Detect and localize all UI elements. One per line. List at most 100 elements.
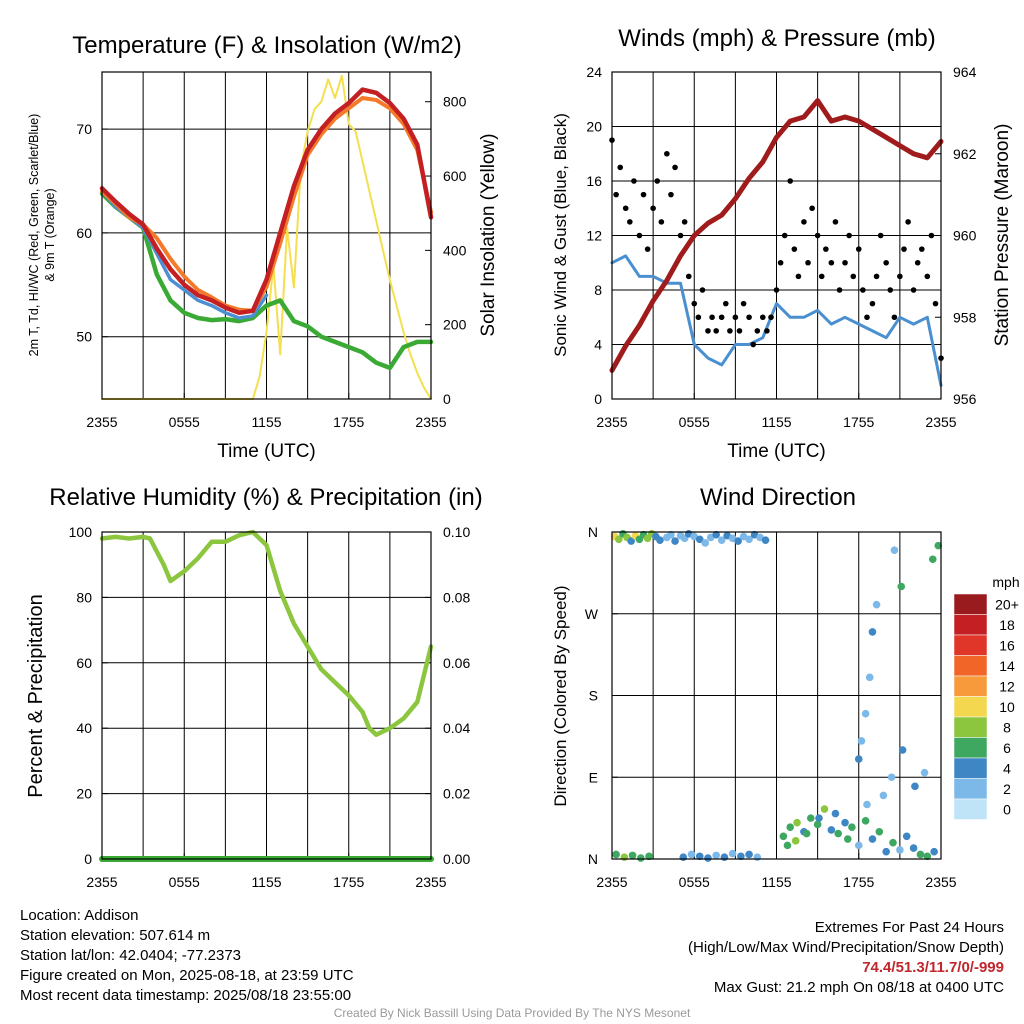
panel2-gust-point bbox=[672, 164, 678, 171]
panel4-direction-point bbox=[863, 800, 871, 809]
panel2-ytick-label: 12 bbox=[586, 228, 602, 244]
panel2-gust-point bbox=[883, 259, 889, 266]
panel4-legend-label: 4 bbox=[1003, 760, 1011, 776]
panel2-xtick-label: 0555 bbox=[679, 414, 710, 430]
panel4-direction-point bbox=[712, 530, 720, 539]
panel2-gust-point bbox=[818, 273, 825, 280]
extremes-title: Extremes For Past 24 Hours bbox=[814, 919, 1004, 936]
panel4-direction-point bbox=[930, 847, 938, 856]
panel4-direction-point bbox=[737, 852, 745, 861]
panel4-direction-point bbox=[728, 849, 737, 858]
panel4-direction-point bbox=[861, 709, 870, 718]
panel4-direction-point bbox=[834, 829, 842, 838]
panel4-direction-point bbox=[843, 835, 852, 843]
panel4-legend-label: 6 bbox=[1003, 740, 1011, 756]
panel4-legend-label: 0 bbox=[1003, 801, 1011, 817]
panel2-gust-point bbox=[677, 232, 684, 239]
station-location: Location: Addison bbox=[20, 907, 139, 924]
panel2-gust-point bbox=[695, 314, 702, 321]
panel2-gust-point bbox=[705, 328, 711, 334]
panel4-direction-point bbox=[745, 535, 753, 544]
panel4-direction-point bbox=[802, 829, 811, 838]
panel4-direction-point bbox=[831, 809, 840, 818]
station-info: Location: Addison Station elevation: 507… bbox=[20, 906, 354, 1006]
panel4-legend-swatch bbox=[953, 737, 988, 759]
panel4-legend-label: 8 bbox=[1003, 719, 1011, 735]
panel4-legend-swatch bbox=[953, 655, 988, 677]
panel2-gust-point bbox=[650, 205, 656, 212]
panel2-gust-point bbox=[713, 328, 719, 334]
panel4-direction-point bbox=[882, 847, 890, 856]
extremes-subtitle: (High/Low/Max Wind/Precipitation/Snow De… bbox=[688, 939, 1004, 956]
panel4-direction-point bbox=[934, 541, 943, 550]
panel1-ylabel: 2m T, Td, HI/WC (Red, Green, Scarlet/Blu… bbox=[27, 114, 41, 357]
panel4-frame bbox=[611, 531, 942, 860]
panel4-direction-point bbox=[841, 818, 849, 827]
panel2-gust-point bbox=[736, 328, 743, 334]
panel4-legend-swatch bbox=[953, 614, 988, 636]
panel2-gust-point bbox=[910, 287, 917, 293]
panel4-legend-label: 12 bbox=[999, 678, 1015, 694]
panel4-direction-point bbox=[820, 805, 829, 813]
panel4-ytick-label: E bbox=[589, 769, 598, 785]
panel1-series-td bbox=[99, 191, 434, 371]
panel4-direction-point bbox=[687, 850, 696, 859]
panel2-gust-point bbox=[869, 300, 876, 307]
panel2-xtick-label: 1155 bbox=[761, 414, 791, 430]
panel4-direction-point bbox=[620, 853, 629, 861]
panel2-xtick-label: 1755 bbox=[843, 414, 874, 430]
panel2-gust-point bbox=[773, 287, 780, 293]
panel4-direction-point bbox=[753, 853, 762, 861]
panel4-direction-point bbox=[656, 536, 664, 544]
panel1-series-9m-t bbox=[100, 96, 433, 313]
panel4-direction-point bbox=[875, 827, 884, 836]
panel1-y2tick-label: 0 bbox=[443, 391, 451, 407]
panel1-y2tick-label: 600 bbox=[443, 168, 467, 184]
panel4-title: Wind Direction bbox=[700, 484, 856, 511]
panel4-legend-swatch bbox=[953, 675, 988, 697]
panel2-gust-point bbox=[846, 232, 852, 239]
panel3-y2tick-label: 0.00 bbox=[443, 851, 470, 867]
panel4-ytick-label: N bbox=[588, 524, 598, 540]
panel1-frame bbox=[101, 71, 432, 400]
panel4-direction-point bbox=[806, 814, 815, 822]
panel3-xtick-label: 2355 bbox=[415, 874, 446, 890]
panel2-gust-point bbox=[897, 273, 903, 280]
panel2-gust-point bbox=[850, 273, 857, 280]
panel4-direction-point bbox=[916, 850, 925, 859]
panel2-gust-point bbox=[722, 300, 729, 307]
panel4-direction-point bbox=[848, 823, 856, 832]
panel2-gust-point bbox=[754, 328, 761, 334]
panel2-gust-point bbox=[613, 191, 619, 198]
panel4-xtick-label: 2355 bbox=[925, 874, 956, 890]
panel2-gust-point bbox=[873, 273, 880, 280]
recent-timestamp: Most recent data timestamp: 2025/08/18 2… bbox=[20, 987, 352, 1004]
panel2-gust-point bbox=[777, 259, 784, 266]
panel2-gust-point bbox=[681, 219, 688, 225]
panel4-direction-point bbox=[813, 820, 822, 829]
panel3-ylabel: Percent & Precipitation bbox=[25, 594, 47, 797]
panel4-direction-point bbox=[701, 539, 710, 547]
panel2-y2tick-label: 958 bbox=[953, 309, 977, 325]
panel2-y2label: Station Pressure (Maroon) bbox=[992, 124, 1013, 347]
panel4-direction-point bbox=[783, 841, 792, 850]
panel2-gust-point bbox=[919, 246, 925, 252]
panel4-direction-point bbox=[671, 537, 679, 545]
panel2-gust-point bbox=[627, 219, 633, 225]
panel2-gust-point bbox=[740, 300, 747, 307]
panel4-direction-point bbox=[928, 555, 937, 564]
panel4-xtick-label: 2355 bbox=[596, 874, 627, 890]
panel4-legend-swatch bbox=[953, 593, 988, 615]
panel4-direction-point bbox=[898, 746, 907, 754]
panel4-direction-point bbox=[827, 826, 836, 834]
panel4-ylabel: Direction (Colored By Speed) bbox=[551, 585, 570, 806]
panel3-xtick-label: 1155 bbox=[251, 874, 281, 890]
panel2-gust-point bbox=[746, 314, 752, 321]
panel4-direction-point bbox=[695, 535, 704, 544]
panel4-direction-point bbox=[896, 846, 904, 854]
panel2-gust-point bbox=[764, 328, 770, 334]
panel1-y2tick-label: 400 bbox=[443, 242, 467, 258]
panel4-legend-label: 20+ bbox=[995, 596, 1019, 612]
panel4-legend-swatch bbox=[953, 757, 988, 779]
